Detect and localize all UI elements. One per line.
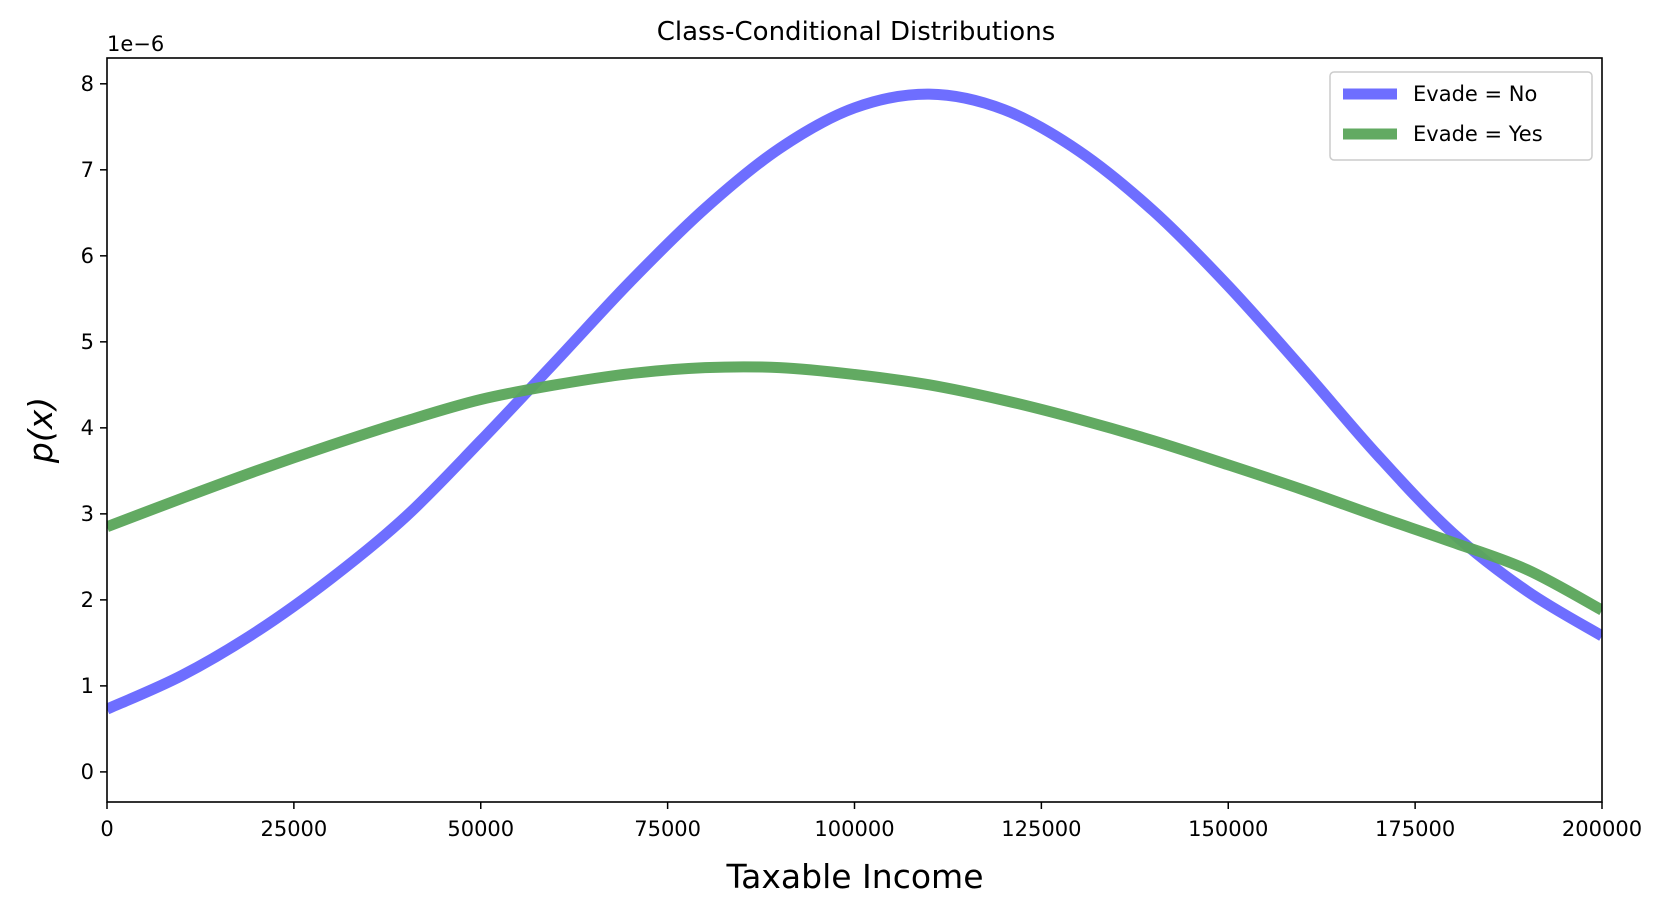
legend-label: Evade = No	[1413, 82, 1537, 106]
x-axis-title: Taxable Income	[725, 857, 983, 896]
x-axis-ticks: 0 25000 50000 75000 100000 125000 150000 175000…	[100, 802, 1642, 841]
y-tick-label: 7	[81, 158, 94, 182]
y-tick-label: 1	[81, 674, 94, 698]
y-axis-offset-label: 1e−6	[107, 32, 164, 56]
x-tick-label: 25000	[260, 817, 327, 841]
y-tick-label: 3	[81, 502, 94, 526]
x-tick-label: 75000	[634, 817, 701, 841]
y-tick-label: 2	[81, 588, 94, 612]
series-line-evade-yes	[107, 361, 1602, 616]
y-tick-label: 4	[81, 416, 94, 440]
y-tick-label: 6	[81, 244, 94, 268]
y-axis-ticks: 0 1 2 3 4 5 6 7 8	[81, 72, 107, 784]
legend: Evade = No Evade = Yes	[1329, 71, 1593, 161]
x-tick-label: 0	[100, 817, 113, 841]
series-layer	[107, 88, 1602, 715]
chart-title: Class-Conditional Distributions	[657, 17, 1056, 47]
x-tick-label: 50000	[447, 817, 514, 841]
y-tick-label: 8	[81, 72, 94, 96]
x-tick-label: 125000	[1001, 817, 1081, 841]
x-tick-label: 100000	[814, 817, 894, 841]
series-line-evade-no	[107, 88, 1602, 715]
x-tick-label: 200000	[1562, 817, 1642, 841]
x-tick-label: 175000	[1375, 817, 1455, 841]
x-tick-label: 150000	[1188, 817, 1268, 841]
legend-items: Evade = No Evade = Yes	[1343, 82, 1543, 146]
y-axis-title: p(x)	[21, 397, 60, 464]
legend-label: Evade = Yes	[1413, 122, 1543, 146]
y-tick-label: 0	[81, 760, 94, 784]
y-tick-label: 5	[81, 330, 94, 354]
